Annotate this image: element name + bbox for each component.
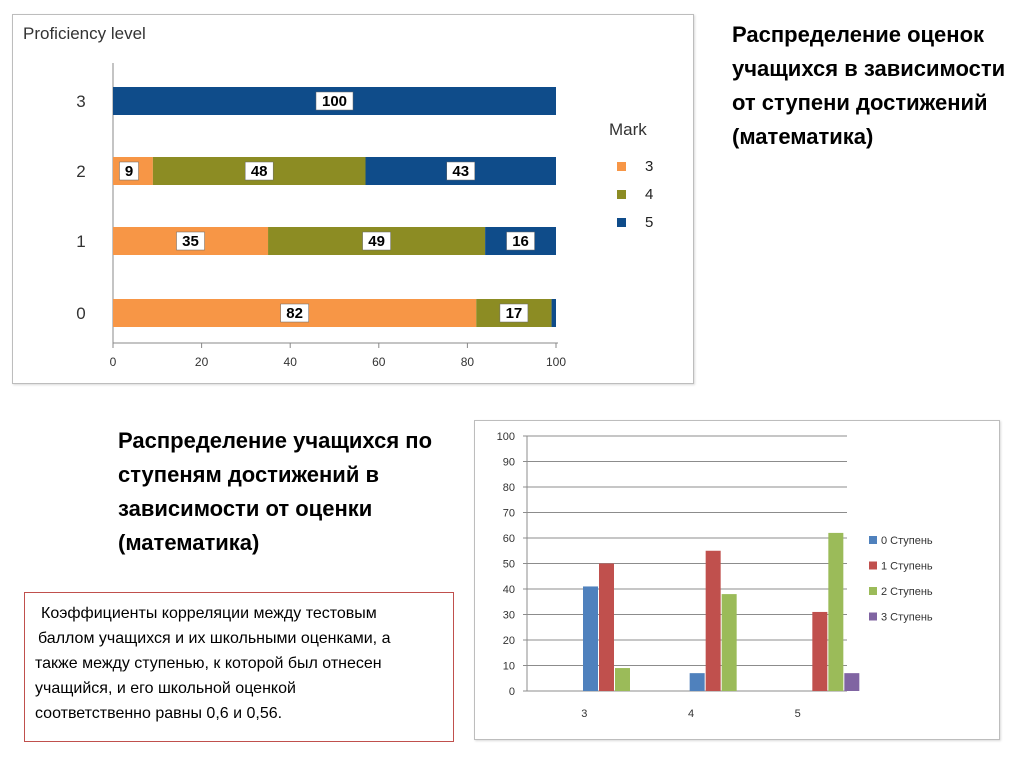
data-label: 35 xyxy=(182,233,199,250)
chart-title: Proficiency level xyxy=(23,24,146,43)
y-tick-label: 40 xyxy=(503,584,515,596)
note-line: баллом учащихся и их школьными оценками,… xyxy=(38,630,391,647)
data-label: 82 xyxy=(286,305,303,322)
note-line: учащийся, и его школьной оценкой xyxy=(35,680,296,697)
data-label: 49 xyxy=(368,233,385,250)
legend-swatch xyxy=(869,536,877,544)
bar xyxy=(844,673,860,691)
bar xyxy=(615,668,630,691)
y-tick-label: 2 xyxy=(76,162,85,181)
correlation-note: Коэффициенты корреляции между тестовым б… xyxy=(24,592,454,742)
bar xyxy=(599,563,614,691)
data-label-box xyxy=(280,303,309,323)
y-tick-label: 20 xyxy=(503,635,515,647)
legend-swatch xyxy=(869,612,877,621)
bar xyxy=(812,611,828,691)
heading-proficiency-distribution: Распределение учащихся по ступеням дости… xyxy=(118,428,433,555)
bar xyxy=(689,673,705,691)
bar xyxy=(721,594,737,691)
legend-title: Mark xyxy=(609,120,647,139)
y-tick-label: 100 xyxy=(497,431,515,443)
data-label: 17 xyxy=(506,305,523,322)
y-tick-label: 10 xyxy=(503,661,515,673)
x-tick-label: 100 xyxy=(546,355,566,369)
legend-swatch xyxy=(617,190,626,199)
legend-label: 5 xyxy=(645,214,653,231)
legend-label: 4 xyxy=(645,186,653,203)
x-tick-label: 40 xyxy=(284,355,298,369)
x-tick-label: 0 xyxy=(110,355,117,369)
legend-swatch xyxy=(869,587,877,595)
y-tick-label: 50 xyxy=(503,559,515,571)
data-label-box xyxy=(244,161,274,181)
data-label-box xyxy=(499,303,529,323)
data-label-box xyxy=(362,231,391,251)
legend-swatch xyxy=(617,218,626,227)
bar xyxy=(828,532,844,691)
x-tick-label: 3 xyxy=(581,708,587,720)
legend-label: 2 Ступень xyxy=(881,586,933,598)
note-line: также между ступенью, к которой был отне… xyxy=(35,655,382,672)
x-tick-label: 60 xyxy=(372,355,386,369)
y-tick-label: 90 xyxy=(503,457,515,469)
bar-segment xyxy=(551,299,556,327)
data-label-box xyxy=(506,231,535,251)
chart-proficiency-by-mark: 0 10 20 30 40 50 60 70 80 90 100 3 4 5 0 Ступень 1 Ступ… xyxy=(474,420,1000,740)
heading-marks-distribution: Распределение оценок учащихся в зависимо… xyxy=(732,22,1006,149)
legend-label: 3 Ступень xyxy=(881,612,933,624)
y-tick-label: 80 xyxy=(503,482,515,494)
y-tick-label: 0 xyxy=(509,686,515,698)
note-line: соответственно равны 0,6 и 0,56. xyxy=(35,705,283,722)
data-label-box xyxy=(446,161,476,181)
bar xyxy=(705,550,721,691)
legend-swatch xyxy=(869,561,877,570)
data-label: 9 xyxy=(125,163,133,180)
data-label: 100 xyxy=(322,93,347,110)
data-label-box xyxy=(315,91,354,111)
x-tick-label: 20 xyxy=(195,355,209,369)
x-tick-label: 5 xyxy=(795,708,801,720)
y-tick-label: 1 xyxy=(76,232,85,251)
data-label-box xyxy=(176,231,205,251)
y-tick-label: 30 xyxy=(503,610,515,622)
data-label: 43 xyxy=(452,163,469,180)
data-label: 48 xyxy=(251,163,268,180)
legend-label: 0 Ступень xyxy=(881,535,933,547)
x-tick-label: 4 xyxy=(688,708,694,720)
bar xyxy=(583,586,598,691)
y-tick-label: 3 xyxy=(76,92,85,111)
y-tick-label: 70 xyxy=(503,508,515,520)
legend-label: 3 xyxy=(645,158,653,175)
chart-proficiency-by-mark-svg: 0 10 20 30 40 50 60 70 80 90 100 3 4 5 0 Ступень 1 Ступ… xyxy=(497,431,933,720)
y-tick-label: 0 xyxy=(76,304,85,323)
chart-marks-by-proficiency: Proficiency level 0 1 2 3 0 20 40 60 80 100 82 17 35 4… xyxy=(12,14,694,384)
data-label: 16 xyxy=(512,233,529,250)
data-label-box xyxy=(119,161,139,181)
note-line: Коэффициенты корреляции между тестовым xyxy=(41,605,377,622)
legend-swatch xyxy=(617,162,626,171)
x-tick-label: 80 xyxy=(461,355,475,369)
y-tick-label: 60 xyxy=(503,533,515,545)
legend-label: 1 Ступень xyxy=(881,561,933,573)
